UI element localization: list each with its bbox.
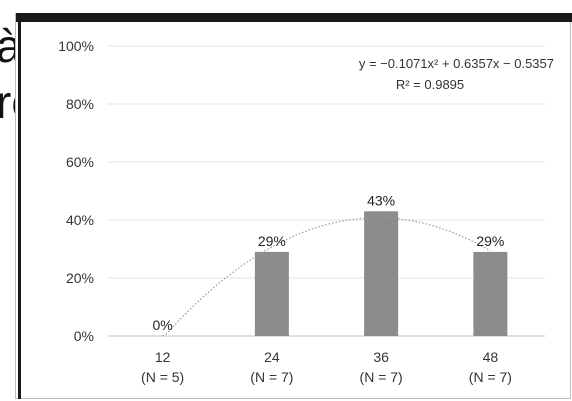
bar-2 [364, 211, 399, 336]
x-axis-ticks: 12 (N = 5) 24 (N = 7) 36 (N = 7) 48 (N = 7) [141, 349, 512, 385]
trendline [162, 217, 491, 337]
x-tick-label-0-line-0: 12 [155, 349, 171, 365]
data-label-3: 29% [476, 233, 504, 249]
data-labels: 0% 29% 43% 29% [153, 192, 505, 333]
x-tick-label-1-line-1: (N = 7) [250, 369, 293, 385]
y-tick-label-20: 20% [66, 270, 94, 286]
bar-3 [473, 251, 508, 336]
bar-1 [254, 251, 289, 336]
trendline-curve [162, 217, 491, 337]
top-border-bar [16, 13, 572, 22]
y-tick-label-100: 100% [58, 38, 94, 54]
x-tick-label-2-line-0: 36 [373, 349, 389, 365]
chart-frame-mask [18, 22, 40, 142]
left-border-line [18, 22, 21, 399]
y-axis-ticks: 0% 20% 40% 60% 80% 100% [58, 38, 94, 344]
data-label-0: 0% [153, 317, 173, 333]
gridlines [108, 45, 545, 337]
y-tick-label-60: 60% [66, 154, 94, 170]
y-tick-label-80: 80% [66, 96, 94, 112]
trendline-equation: y = −0.1071x² + 0.6357x − 0.5357 [359, 56, 554, 71]
data-label-1: 29% [258, 233, 286, 249]
bars [254, 211, 508, 336]
x-tick-label-0-line-1: (N = 5) [141, 369, 184, 385]
x-tick-label-2-line-1: (N = 7) [360, 369, 403, 385]
data-label-2: 43% [367, 192, 395, 208]
x-tick-label-3-line-0: 48 [483, 349, 499, 365]
y-tick-label-0: 0% [74, 328, 94, 344]
x-tick-label-1-line-0: 24 [264, 349, 280, 365]
y-tick-label-40: 40% [66, 212, 94, 228]
trendline-r-squared: R² = 0.9895 [396, 77, 464, 92]
x-tick-label-3-line-1: (N = 7) [469, 369, 512, 385]
